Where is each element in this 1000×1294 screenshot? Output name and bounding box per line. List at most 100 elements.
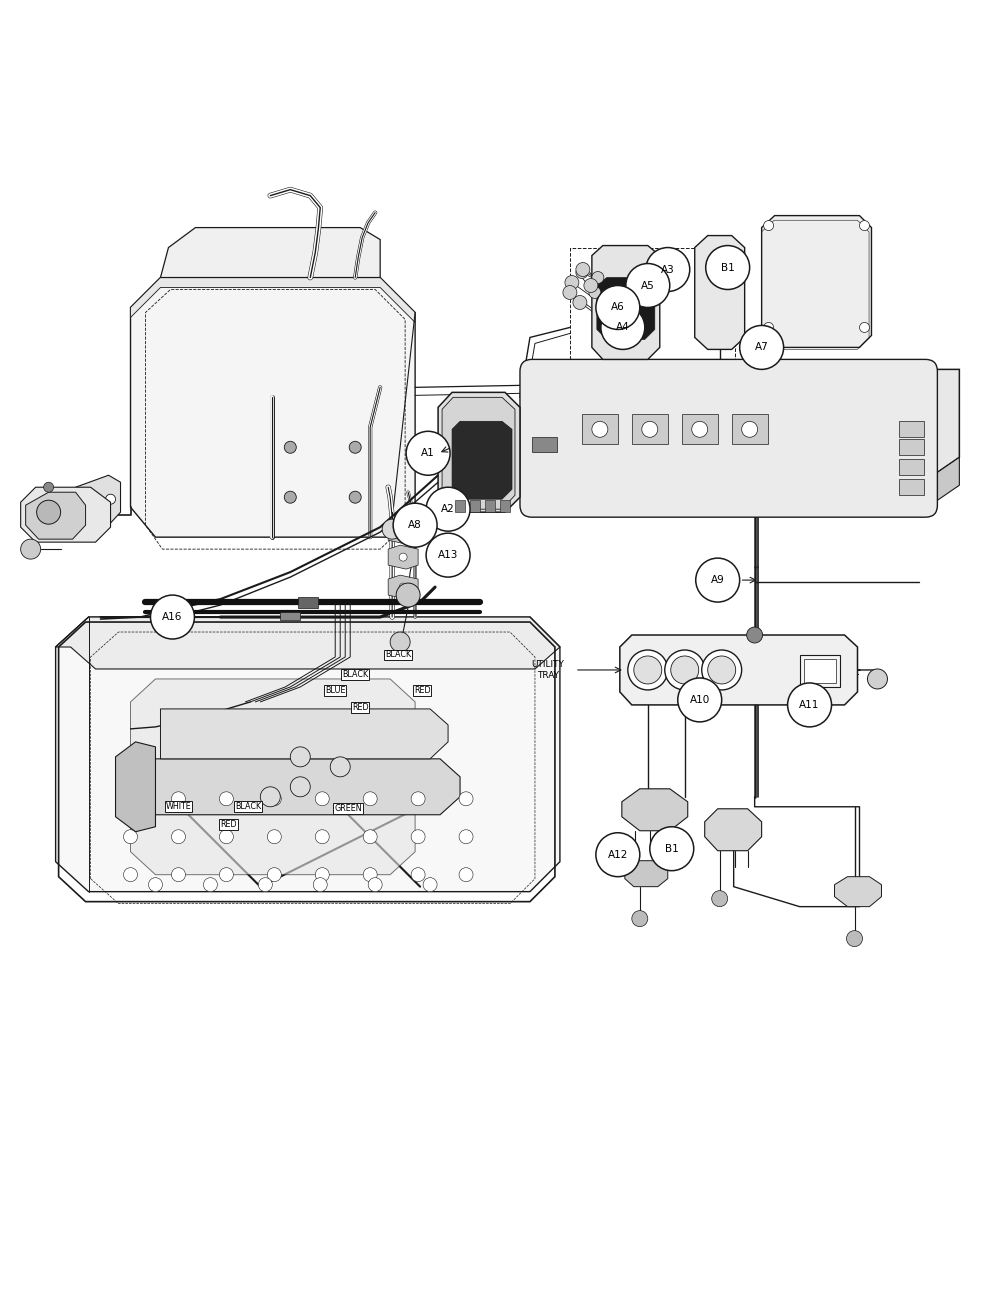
Text: A10: A10 (690, 695, 710, 705)
Circle shape (626, 264, 670, 308)
Circle shape (702, 650, 742, 690)
Circle shape (171, 792, 185, 806)
Circle shape (576, 267, 588, 278)
Text: A7: A7 (755, 343, 769, 352)
Polygon shape (927, 457, 959, 507)
Circle shape (708, 656, 736, 685)
Bar (804, 659, 836, 683)
Circle shape (37, 501, 61, 524)
Circle shape (267, 868, 281, 881)
Circle shape (260, 787, 280, 806)
Polygon shape (442, 397, 515, 510)
Bar (682, 414, 718, 444)
Text: A4: A4 (616, 322, 630, 333)
Text: A16: A16 (162, 612, 183, 622)
Bar (532, 437, 557, 453)
Circle shape (363, 868, 377, 881)
Circle shape (363, 792, 377, 806)
Polygon shape (131, 277, 415, 537)
Circle shape (584, 278, 598, 292)
Circle shape (411, 868, 425, 881)
Bar (899, 422, 924, 437)
FancyBboxPatch shape (520, 360, 937, 518)
Text: GREEN: GREEN (334, 805, 362, 813)
Bar (800, 655, 840, 687)
Circle shape (646, 247, 690, 291)
Text: A9: A9 (711, 575, 725, 585)
Circle shape (867, 669, 887, 688)
Circle shape (21, 540, 41, 559)
Circle shape (459, 829, 473, 844)
Bar (899, 479, 924, 496)
Text: A12: A12 (608, 850, 628, 859)
Text: RED: RED (352, 704, 369, 713)
Text: BLACK: BLACK (235, 802, 261, 811)
Circle shape (740, 326, 784, 369)
Bar (632, 414, 668, 444)
Polygon shape (298, 597, 318, 608)
Polygon shape (597, 277, 655, 339)
Circle shape (563, 286, 577, 299)
Polygon shape (388, 520, 418, 545)
Circle shape (423, 877, 437, 892)
Circle shape (436, 446, 448, 458)
Circle shape (124, 829, 138, 844)
Text: A3: A3 (661, 264, 675, 274)
Polygon shape (530, 369, 959, 479)
Circle shape (219, 868, 233, 881)
Circle shape (315, 868, 329, 881)
Polygon shape (620, 635, 858, 705)
Text: A2: A2 (441, 505, 455, 514)
Text: BLACK: BLACK (385, 651, 411, 660)
Circle shape (78, 494, 88, 505)
Circle shape (106, 494, 116, 505)
Polygon shape (388, 575, 418, 599)
Circle shape (267, 829, 281, 844)
Polygon shape (136, 758, 460, 815)
Circle shape (390, 631, 410, 652)
Circle shape (411, 792, 425, 806)
Text: B1: B1 (721, 263, 735, 273)
Polygon shape (160, 228, 380, 277)
Polygon shape (56, 617, 560, 669)
Circle shape (399, 528, 407, 536)
Circle shape (764, 220, 774, 230)
Text: WHITE: WHITE (166, 802, 191, 811)
Text: A8: A8 (408, 520, 422, 531)
Circle shape (330, 757, 350, 776)
Circle shape (382, 519, 402, 540)
Circle shape (258, 877, 272, 892)
Circle shape (171, 868, 185, 881)
Circle shape (393, 503, 437, 547)
Text: UTILITY
TRAY: UTILITY TRAY (531, 660, 564, 679)
Circle shape (589, 286, 601, 299)
Text: A13: A13 (438, 550, 458, 560)
Polygon shape (622, 789, 688, 831)
Circle shape (349, 441, 361, 453)
Circle shape (459, 792, 473, 806)
Circle shape (596, 286, 640, 330)
Circle shape (678, 678, 722, 722)
Polygon shape (76, 475, 121, 525)
Circle shape (290, 747, 310, 767)
Circle shape (601, 305, 645, 349)
Polygon shape (705, 809, 762, 850)
Polygon shape (452, 422, 512, 499)
Text: RED: RED (414, 686, 430, 695)
Circle shape (219, 829, 233, 844)
Polygon shape (160, 709, 448, 758)
Circle shape (219, 792, 233, 806)
Circle shape (363, 829, 377, 844)
Circle shape (576, 263, 590, 277)
Circle shape (406, 431, 450, 475)
Bar (899, 439, 924, 455)
Polygon shape (695, 236, 745, 349)
Circle shape (712, 890, 728, 907)
Text: A1: A1 (421, 448, 435, 458)
Circle shape (368, 877, 382, 892)
Circle shape (315, 792, 329, 806)
Bar (470, 501, 480, 512)
Circle shape (671, 656, 699, 685)
Circle shape (426, 533, 470, 577)
Polygon shape (280, 612, 300, 620)
